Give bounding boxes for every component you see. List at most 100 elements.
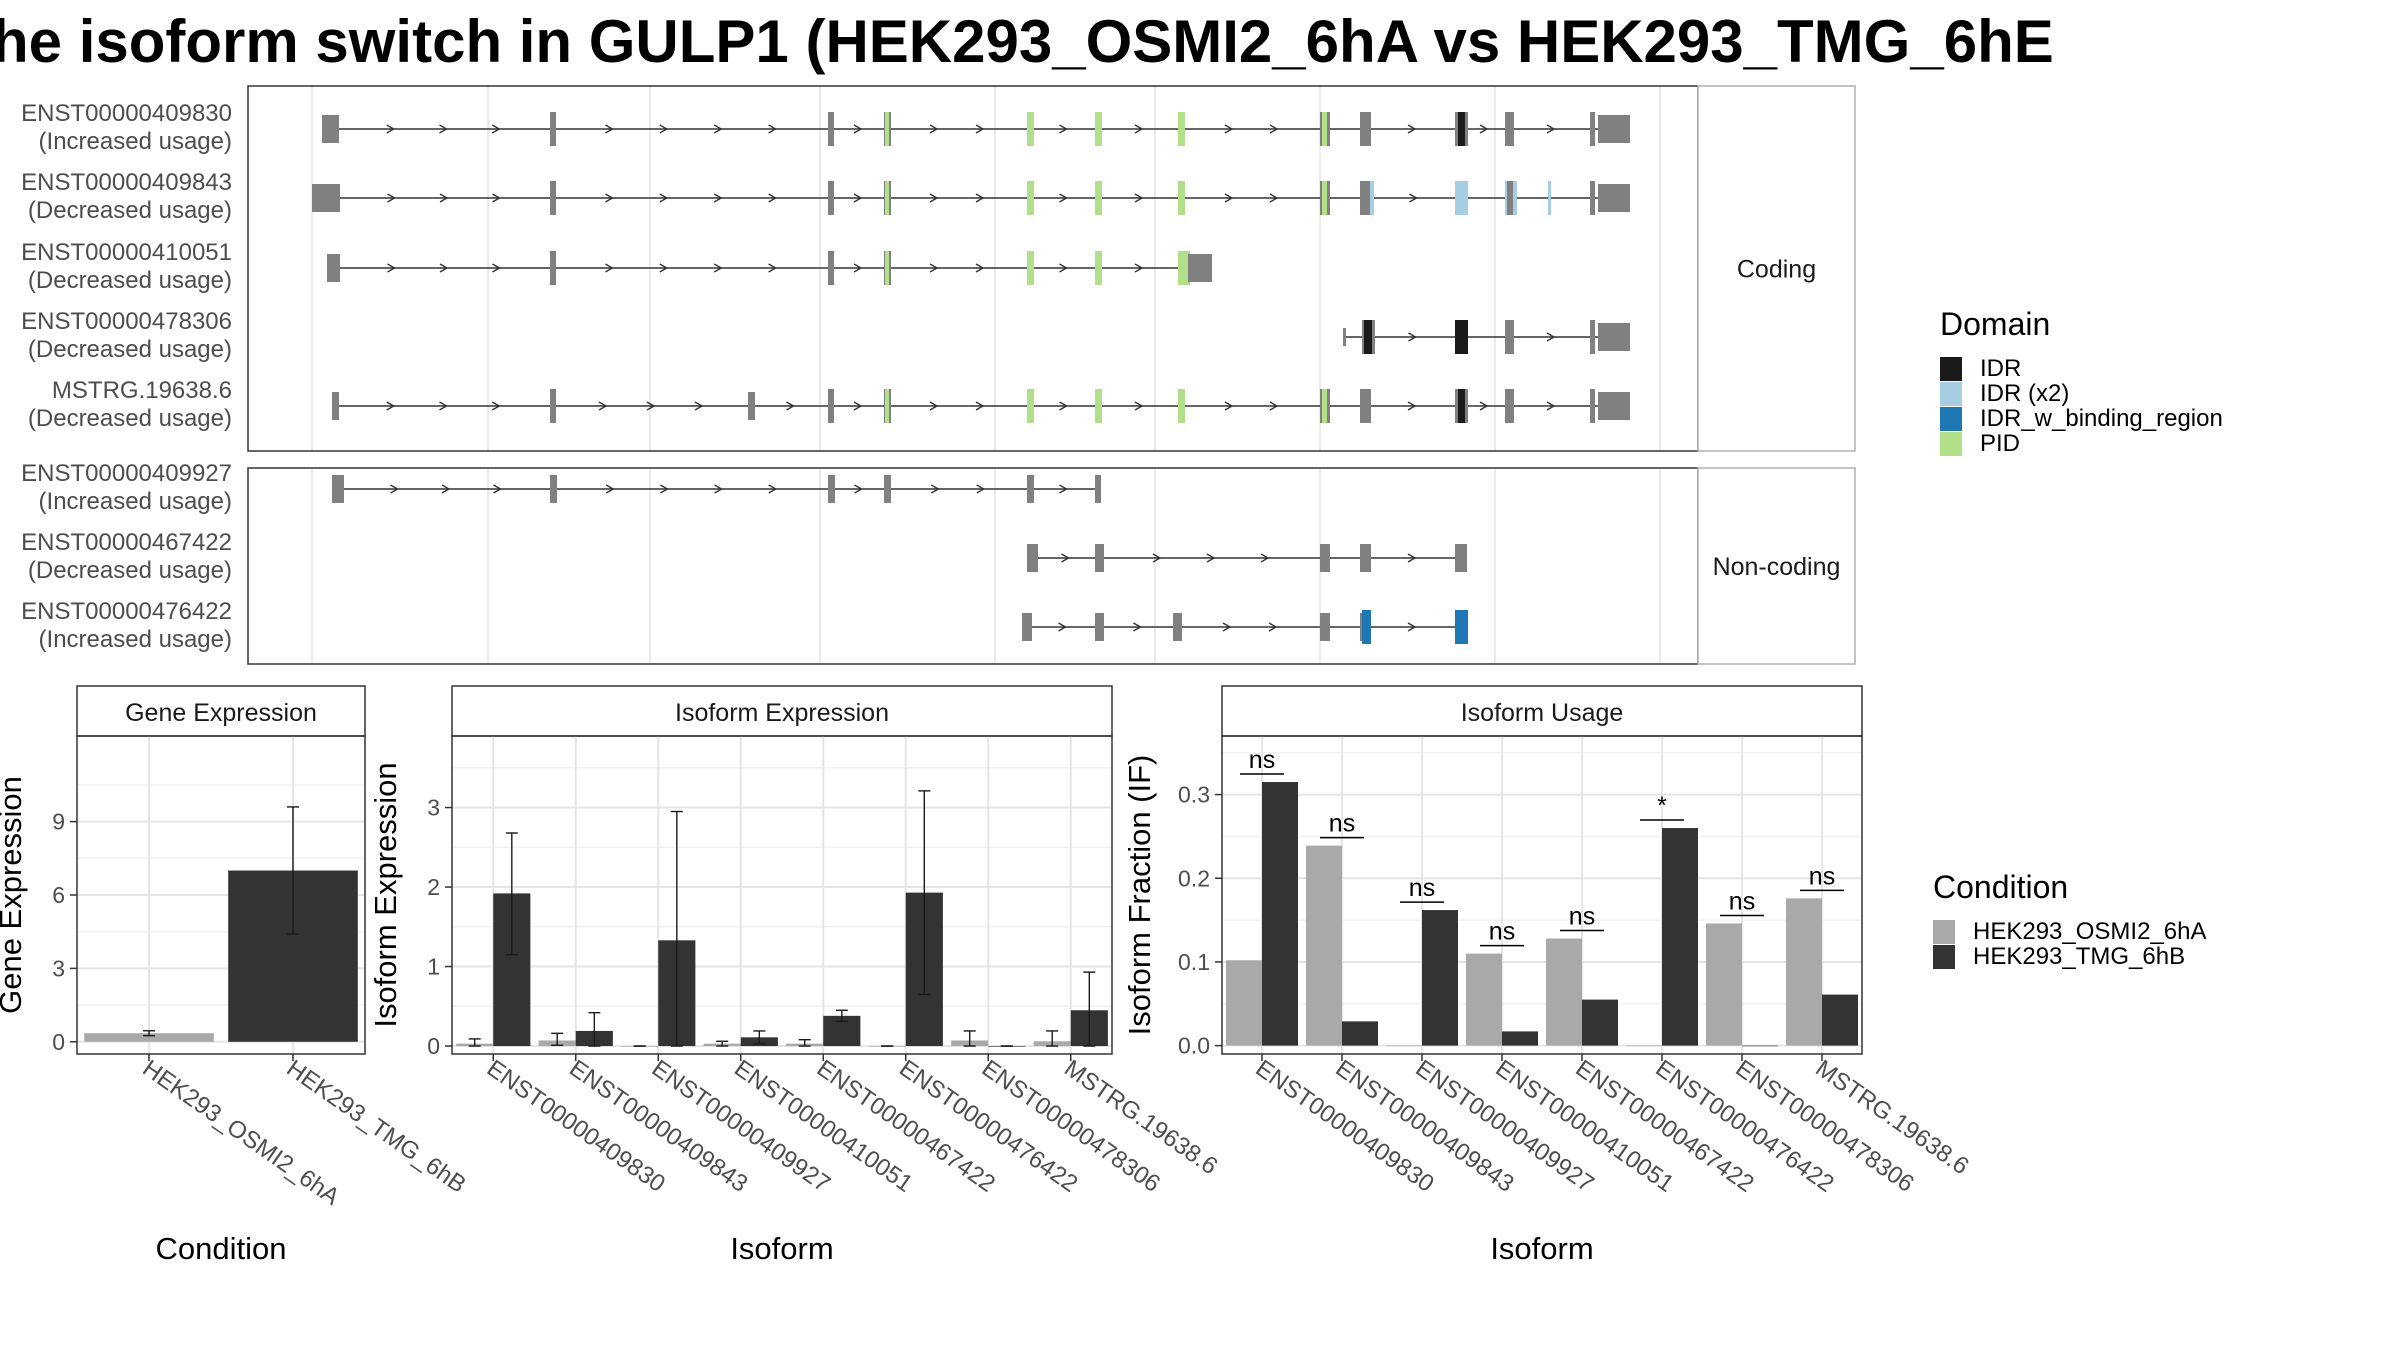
transcript-id-label: ENST00000476422 (21, 598, 232, 625)
exon (1455, 544, 1467, 572)
exon (1455, 610, 1468, 644)
exon (332, 392, 339, 420)
chart-3-ylabel: Isoform Fraction (IF) (1122, 755, 1157, 1036)
exon (828, 251, 834, 285)
exon (1590, 112, 1595, 146)
transcript-id-label: ENST00000409830 (21, 100, 232, 127)
legend-condition-title: Condition (1933, 869, 2068, 905)
transcript-id-label: ENST00000409927 (21, 460, 232, 487)
chart-3-bar (1226, 960, 1262, 1046)
exon (1173, 613, 1182, 641)
chart-3-ytick-label: 0.0 (1178, 1033, 1210, 1059)
coding-panel-strip (1697, 85, 1856, 452)
exon (1505, 389, 1514, 423)
exon (828, 112, 834, 146)
strand-arrow (1268, 622, 1278, 632)
exon (1505, 112, 1514, 146)
chart-3-significance-label: ns (1249, 746, 1275, 774)
strand-arrow (1269, 124, 1279, 134)
exon (1590, 320, 1595, 354)
exon (1178, 181, 1185, 215)
exon (885, 389, 889, 423)
strand-arrow (605, 193, 614, 203)
chart-3-bar (1386, 1045, 1422, 1047)
exon (828, 181, 834, 215)
legend-domain-label: PID (1980, 430, 2020, 457)
exon (884, 475, 891, 503)
chart-3-bar (1742, 1045, 1778, 1047)
exon (1022, 613, 1032, 641)
strand-arrow (930, 484, 940, 494)
chart-1-ytick-label: 0 (52, 1029, 65, 1055)
strand-arrow (1061, 553, 1070, 563)
strand-arrow (1206, 553, 1216, 563)
strand-arrow (929, 193, 939, 203)
strand-arrow (1260, 553, 1270, 563)
chart-1-ytick-label: 3 (52, 955, 65, 981)
strand-arrow (659, 263, 669, 273)
strand-arrow (386, 124, 396, 134)
exon (550, 251, 556, 285)
strand-arrow (975, 401, 985, 411)
strand-arrow (439, 401, 448, 411)
exon (1095, 181, 1102, 215)
strand-arrow (493, 484, 502, 494)
exon (1507, 181, 1513, 215)
strand-arrow (1152, 553, 1162, 563)
chart-1-xlabel: Condition (156, 1231, 287, 1266)
strand-arrow (492, 193, 501, 203)
chart-1-ytick-label: 9 (52, 809, 65, 835)
strand-arrow (659, 193, 669, 203)
strand-arrow (1409, 193, 1418, 203)
strand-arrow (439, 263, 449, 273)
exon (1320, 613, 1330, 641)
strand-arrow (492, 263, 501, 273)
chart-1-ytick-label: 6 (52, 882, 65, 908)
exon (1178, 251, 1190, 285)
legend-domain-label: IDR (x2) (1980, 380, 2069, 407)
exon (1364, 320, 1372, 354)
strand-arrow (854, 484, 863, 494)
legend-domain-swatch (1940, 407, 1962, 431)
strand-arrow (660, 484, 669, 494)
exon (1027, 389, 1034, 423)
strand-arrow (786, 401, 795, 411)
strand-arrow (853, 263, 863, 273)
exon (1362, 610, 1371, 644)
strand-arrow (713, 193, 723, 203)
exon (1598, 184, 1630, 212)
strand-arrow (713, 124, 723, 134)
transcript-id-label: ENST00000478306 (21, 308, 232, 335)
chart-2-strip (451, 685, 1113, 737)
strand-arrow (605, 263, 614, 273)
noncoding-panel-bg (248, 468, 1855, 664)
strand-arrow (491, 124, 501, 134)
chart-3-bar (1582, 999, 1618, 1046)
legend-condition-swatch (1933, 945, 1955, 969)
strand-arrow (768, 263, 778, 273)
exon (1370, 181, 1374, 215)
exon (1360, 389, 1371, 423)
legend-domain-label: IDR_w_binding_region (1980, 405, 2223, 432)
exon (1188, 254, 1212, 282)
strand-arrow (853, 124, 863, 134)
legend-condition-label: HEK293_OSMI2_6hA (1973, 918, 2206, 945)
strand-arrow (387, 193, 396, 203)
strand-arrow (1546, 124, 1556, 134)
strand-arrow (1134, 401, 1144, 411)
strand-arrow (386, 401, 396, 411)
expression-charts: Gene Expression0369HEK293_OSMI2_6hAHEK29… (0, 685, 1974, 1266)
strand-arrow (1059, 193, 1068, 203)
strand-arrow (853, 401, 863, 411)
strand-arrow (439, 124, 448, 134)
exon (1598, 392, 1630, 420)
chart-3-border (1221, 735, 1863, 1055)
exon (1455, 320, 1468, 354)
strand-arrow (1407, 622, 1417, 632)
strand-arrow (659, 124, 669, 134)
transcript-usage-label: (Decreased usage) (28, 197, 232, 224)
exon (1360, 544, 1371, 572)
chart-3-bar (1662, 828, 1698, 1046)
exon (1458, 112, 1465, 146)
exon (1095, 613, 1104, 641)
